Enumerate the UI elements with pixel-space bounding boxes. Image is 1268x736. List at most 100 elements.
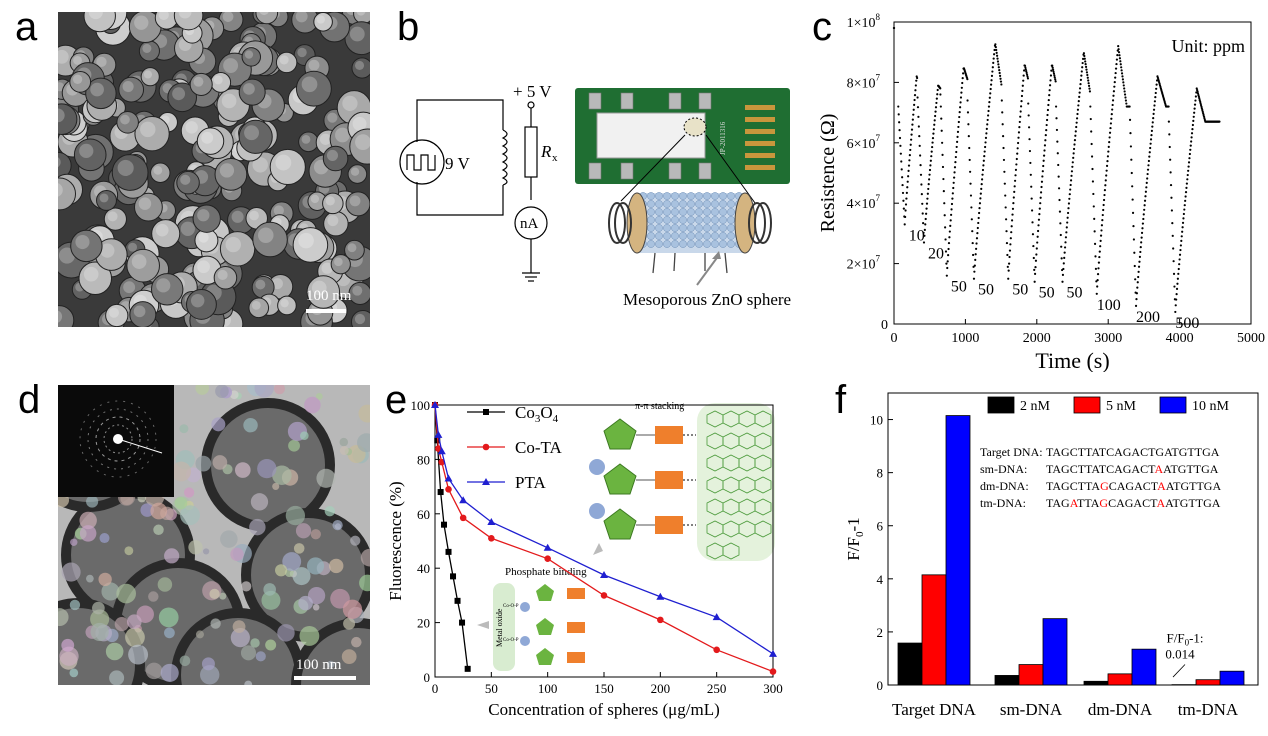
resistance-point bbox=[1167, 120, 1170, 123]
resistance-point bbox=[1000, 83, 1003, 86]
data-point bbox=[431, 401, 439, 408]
resistance-point bbox=[1033, 280, 1036, 283]
resistance-point bbox=[1033, 268, 1036, 271]
resistance-point bbox=[1070, 170, 1074, 173]
resistance-point bbox=[986, 123, 989, 126]
stacking-label: π-π stacking bbox=[635, 401, 684, 412]
zno-sphere-bead bbox=[703, 208, 711, 216]
sem-particle-highlight bbox=[275, 154, 292, 171]
resistance-point bbox=[1175, 293, 1178, 296]
resistance-point bbox=[966, 78, 969, 81]
resistance-point bbox=[1198, 97, 1201, 100]
resistance-point bbox=[947, 253, 950, 257]
resistance-point bbox=[1105, 174, 1108, 177]
zno-sphere-bead bbox=[727, 216, 735, 224]
resistance-point bbox=[905, 191, 908, 194]
x-tick-label: sm-DNA bbox=[1000, 700, 1063, 719]
resistance-point bbox=[1095, 292, 1098, 295]
resistance-point bbox=[1152, 108, 1156, 111]
resistance-point bbox=[987, 105, 991, 108]
resistance-point bbox=[1199, 102, 1202, 105]
resistance-point bbox=[1114, 71, 1117, 75]
resistance-point bbox=[940, 129, 943, 132]
data-point bbox=[713, 646, 720, 654]
resistance-point bbox=[1150, 129, 1153, 132]
resistance-point bbox=[892, 26, 896, 30]
resistance-point bbox=[906, 186, 909, 189]
x-axis-label: Concentration of spheres (μg/mL) bbox=[488, 700, 719, 719]
voltage-terminal bbox=[527, 101, 535, 109]
resistance-point bbox=[931, 145, 934, 149]
sem-particle-highlight bbox=[180, 221, 195, 236]
tem-pore bbox=[288, 439, 300, 452]
sem-particle-highlight bbox=[79, 143, 94, 158]
sem-particle bbox=[58, 305, 75, 327]
resistance-point bbox=[978, 202, 982, 205]
sem-particle-highlight bbox=[352, 116, 367, 131]
zno-sphere-bead bbox=[695, 240, 703, 248]
pointer-arrow bbox=[477, 621, 489, 629]
resistance-point bbox=[1031, 233, 1035, 236]
legend-marker bbox=[482, 478, 490, 485]
sem-particle bbox=[306, 275, 341, 309]
tem-pore bbox=[69, 668, 79, 678]
resistance-point bbox=[981, 178, 984, 181]
resistance-point bbox=[930, 150, 933, 153]
resistance-point bbox=[931, 141, 934, 144]
pentagon-unit bbox=[603, 463, 637, 495]
resistance-point bbox=[959, 106, 962, 109]
resistance-point bbox=[1033, 272, 1037, 276]
tem-pore bbox=[201, 657, 215, 671]
sem-particle-highlight bbox=[221, 93, 237, 109]
resistance-point bbox=[1010, 225, 1013, 228]
x-tick-label: 3000 bbox=[1094, 331, 1122, 346]
zno-sphere-bead bbox=[719, 232, 727, 240]
resistance-point bbox=[1100, 229, 1103, 232]
resistance-point bbox=[980, 187, 983, 190]
resistance-point bbox=[949, 224, 952, 228]
resistance-point bbox=[1180, 235, 1183, 238]
resistance-point bbox=[1019, 105, 1023, 108]
resistance-point bbox=[1051, 66, 1054, 69]
resistance-point bbox=[1171, 234, 1174, 237]
resistance-point bbox=[1197, 93, 1200, 97]
tem-pore bbox=[277, 624, 295, 642]
sem-particle-highlight bbox=[198, 232, 209, 243]
resistance-point bbox=[1172, 260, 1175, 263]
resistance-point bbox=[1142, 213, 1145, 216]
resistance-point bbox=[1013, 179, 1017, 182]
plot-frame bbox=[893, 21, 1252, 325]
tem-pore bbox=[212, 455, 228, 470]
resistance-point bbox=[1013, 185, 1016, 188]
y-tick-label: 4 bbox=[877, 572, 884, 587]
zno-sphere-bead bbox=[711, 232, 719, 240]
sem-particle-highlight bbox=[100, 243, 115, 258]
tem-pore bbox=[299, 626, 320, 646]
tem-scale-label: 100 nm bbox=[296, 657, 342, 673]
zno-sphere-bead bbox=[695, 192, 703, 200]
sem-particle-highlight bbox=[72, 74, 83, 84]
sem-particle bbox=[111, 154, 149, 191]
resistance-point bbox=[1090, 142, 1093, 146]
resistance-point bbox=[1048, 84, 1052, 87]
blue-node bbox=[520, 636, 530, 646]
sem-particle-highlight bbox=[213, 75, 223, 85]
resistance-point bbox=[1001, 111, 1004, 114]
resistance-point bbox=[1176, 277, 1179, 280]
resistance-point bbox=[1188, 157, 1191, 160]
resistance-point bbox=[1040, 180, 1044, 183]
resistance-point bbox=[1022, 79, 1025, 82]
resistance-point bbox=[967, 135, 970, 138]
zno-sphere-bead bbox=[711, 240, 719, 248]
zno-sphere-bead bbox=[655, 240, 663, 248]
resistance-point bbox=[923, 228, 926, 231]
resistance-point bbox=[1075, 125, 1078, 129]
stacking-ring bbox=[754, 410, 772, 428]
resistance-point bbox=[1199, 100, 1202, 103]
resistance-point bbox=[978, 207, 981, 210]
resistance-point bbox=[1117, 51, 1121, 54]
resistance-point bbox=[1079, 83, 1082, 86]
resistance-point bbox=[1065, 226, 1068, 229]
data-point bbox=[445, 486, 452, 493]
tem-pore bbox=[70, 538, 78, 546]
